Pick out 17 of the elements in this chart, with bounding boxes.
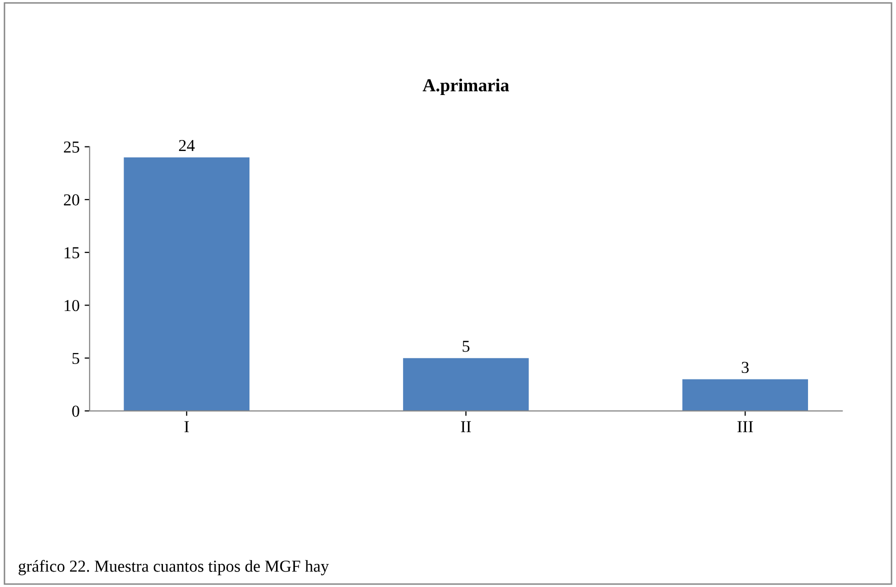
bar xyxy=(124,157,250,411)
y-tick-label: 20 xyxy=(64,194,80,206)
data-label: 24 xyxy=(179,140,195,151)
y-tick-label: 10 xyxy=(64,300,80,312)
bar xyxy=(403,358,529,411)
y-tick-label: 5 xyxy=(72,352,80,364)
x-tick-label: II xyxy=(460,421,471,432)
chart-title: A.primaria xyxy=(422,78,510,96)
y-tick-label: 15 xyxy=(64,247,80,258)
x-tick-label: I xyxy=(184,421,189,432)
data-label: 3 xyxy=(742,362,749,374)
bar xyxy=(682,379,808,411)
y-tick-label: 0 xyxy=(72,406,80,417)
data-label: 5 xyxy=(462,340,470,352)
text: gráfico 22. Muestra cuantos tipos de MGF hay xyxy=(18,560,329,576)
y-tick-label: 25 xyxy=(64,141,80,153)
x-tick-label: III xyxy=(737,421,753,432)
